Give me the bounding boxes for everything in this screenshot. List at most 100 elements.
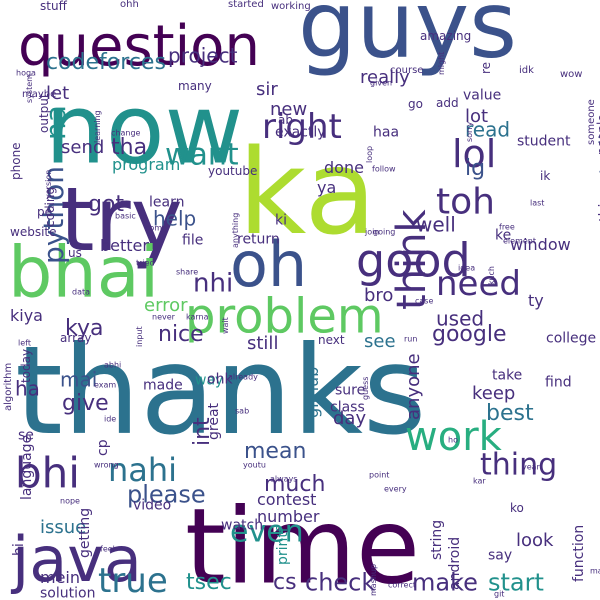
word-kya: kya xyxy=(65,315,104,341)
word-version: version xyxy=(44,169,53,199)
word-question: question xyxy=(18,14,260,80)
word-last: last xyxy=(530,198,545,208)
word-even: even xyxy=(230,514,304,550)
word-check: check xyxy=(305,568,376,597)
word-google: google xyxy=(432,321,507,347)
word-true: true xyxy=(98,561,168,600)
word-ki: ki xyxy=(275,212,287,229)
word-come: come xyxy=(145,223,168,233)
word-re: re xyxy=(479,61,493,74)
word-right: right xyxy=(262,107,342,148)
word-day: day xyxy=(333,408,367,430)
word-say: say xyxy=(488,547,513,564)
word-every: every xyxy=(384,484,407,494)
word-time: time xyxy=(185,485,420,600)
word-done: done xyxy=(324,157,364,177)
word-kiya: kiya xyxy=(10,305,43,325)
word-issue: issue xyxy=(40,517,87,539)
word-sure: sure xyxy=(335,382,366,399)
word-look: look xyxy=(516,530,554,552)
word-java: java xyxy=(12,523,142,597)
word-already: already xyxy=(228,372,258,382)
word-college: college xyxy=(546,330,597,347)
word-good: good xyxy=(356,233,471,288)
word-contest: contest xyxy=(257,489,317,509)
word-let: let xyxy=(46,83,70,105)
word-language: language xyxy=(19,434,35,500)
word-idk: idk xyxy=(519,64,534,76)
word-mai: mai xyxy=(60,367,98,392)
word-add: add xyxy=(436,96,459,111)
word-haa: haa xyxy=(373,124,400,141)
word-follow: follow xyxy=(372,164,396,174)
word-take: take xyxy=(492,367,523,384)
word-might: might xyxy=(437,51,446,75)
word-tried: tried xyxy=(136,258,155,268)
word-wrong: wrong xyxy=(94,460,119,470)
word-left: left xyxy=(18,338,31,348)
word-make: make xyxy=(412,568,478,597)
word-read: read xyxy=(465,117,511,142)
word-sorry: sorry xyxy=(465,121,474,142)
word-ohk: ohk xyxy=(207,371,233,388)
word-window: window xyxy=(510,234,571,254)
word-problem: problem xyxy=(185,288,384,345)
word-run: run xyxy=(404,334,418,344)
word-much: much xyxy=(264,471,326,497)
word-nahi: nahi xyxy=(108,450,178,489)
word-well: well xyxy=(416,212,456,237)
word-number: number xyxy=(257,506,320,526)
word-please: please xyxy=(127,480,206,509)
word-correct: correct xyxy=(388,580,417,590)
word-ty: ty xyxy=(528,290,544,310)
word-us: us xyxy=(68,246,82,261)
word-used: used xyxy=(436,306,485,331)
word-many: many xyxy=(178,79,212,94)
word-change: change xyxy=(111,128,141,138)
word-lot: lot xyxy=(465,106,489,128)
word-file: file xyxy=(182,232,204,249)
word-still: still xyxy=(247,333,279,355)
word-sir: sir xyxy=(256,79,278,101)
word-error: error xyxy=(144,295,188,317)
word-basic: basic xyxy=(115,211,136,221)
word-printf: printf xyxy=(275,527,291,565)
word-give: give xyxy=(62,390,109,416)
word-ke: ke xyxy=(495,227,512,244)
word-website: website xyxy=(10,225,57,240)
word-go: go xyxy=(408,97,423,112)
word-bhi: bhi xyxy=(15,448,80,498)
word-bro: bro xyxy=(364,285,394,307)
word-better: better xyxy=(100,235,149,255)
word-kuch: kuch xyxy=(487,266,496,285)
word-watch: watch xyxy=(221,517,264,534)
word-year: year xyxy=(522,462,540,472)
word-ig: ig xyxy=(465,155,486,181)
word-never: never xyxy=(152,312,175,322)
word-youtube: youtube xyxy=(208,164,258,179)
word-array: array xyxy=(60,331,92,346)
word-tsec: tsec xyxy=(186,569,232,595)
word-hi: hi xyxy=(11,543,27,556)
word-next: next xyxy=(318,333,345,348)
word-data: data xyxy=(72,287,91,297)
word-program: program xyxy=(112,154,181,174)
word-ohh: ohh xyxy=(120,0,139,10)
word-algorithm: algorithm xyxy=(3,362,14,411)
word-phone: phone xyxy=(9,142,23,180)
word-ya: ya xyxy=(317,177,337,197)
word-loop: loop xyxy=(365,145,374,163)
word-oh: oh xyxy=(230,228,308,302)
word-now: now xyxy=(45,73,244,186)
word-today: today xyxy=(19,348,33,383)
word-thanks: thanks xyxy=(15,319,427,462)
word-thing: thing xyxy=(480,447,558,483)
word-wow: wow xyxy=(560,68,583,80)
word-kar: kar xyxy=(473,476,486,486)
word-project: project xyxy=(168,43,238,68)
word-man: man xyxy=(590,566,600,576)
word-pe: pe xyxy=(37,205,52,220)
word-ab: ab xyxy=(278,113,293,128)
word-ko: ko xyxy=(510,501,524,516)
